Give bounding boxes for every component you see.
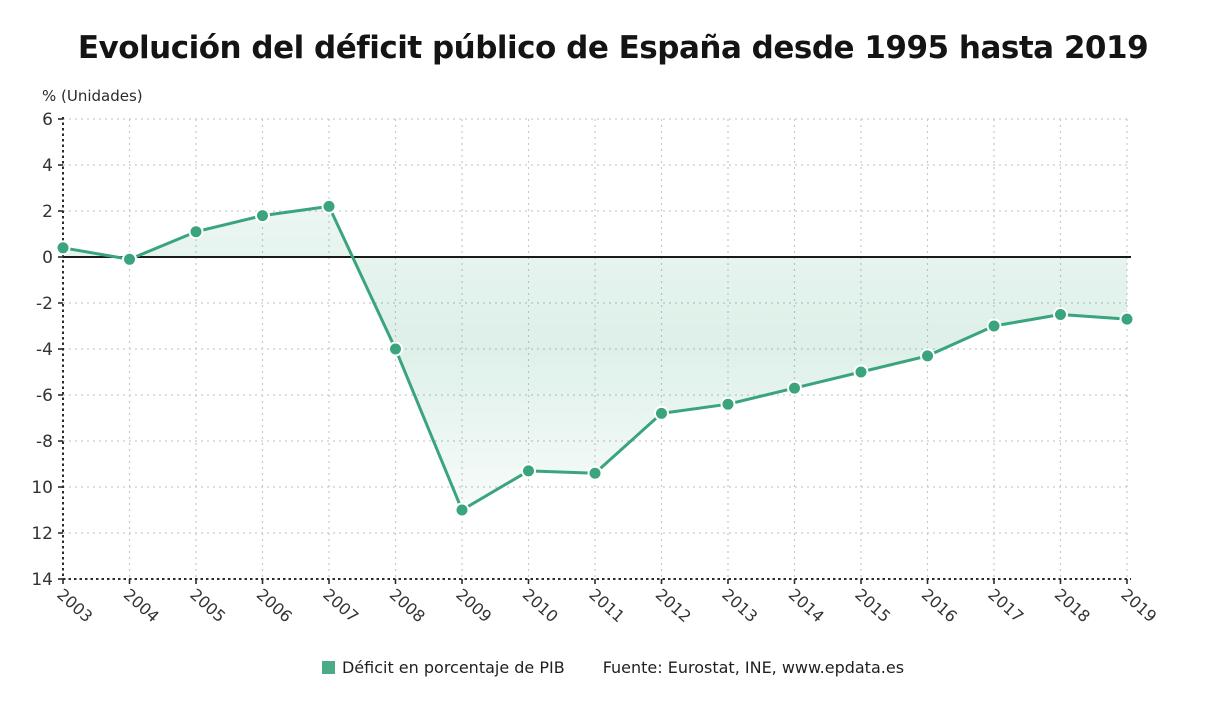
- x-tick-label: 2008: [386, 585, 429, 626]
- legend: Déficit en porcentaje de PIB Fuente: Eur…: [0, 658, 1226, 677]
- y-tick-label: 12: [31, 524, 53, 544]
- x-tick-label: 2004: [120, 585, 163, 626]
- data-point-2014: [787, 380, 802, 396]
- x-tick-label: 2014: [785, 585, 828, 626]
- x-tick-label: 2019: [1117, 585, 1160, 626]
- y-tick-label: 4: [42, 156, 53, 176]
- data-point-2019: [1119, 311, 1135, 327]
- data-point-2008: [388, 341, 403, 357]
- page-title: Evolución del déficit público de España …: [77, 30, 1149, 66]
- y-tick-label: -2: [36, 294, 53, 314]
- x-tick-label: 2013: [718, 585, 761, 626]
- data-point-2016: [920, 348, 935, 364]
- x-tick-label: 2010: [519, 585, 562, 626]
- y-tick-label: -6: [36, 386, 53, 406]
- source-text: Fuente: Eurostat, INE, www.epdata.es: [602, 658, 905, 677]
- data-point-2009: [454, 502, 470, 518]
- x-tick-label: 2006: [253, 585, 296, 626]
- data-point-2017: [986, 318, 1002, 334]
- x-tick-label: 2016: [918, 585, 961, 626]
- x-tick-label: 2018: [1051, 585, 1094, 626]
- y-tick-label: -4: [36, 340, 53, 360]
- y-tick-label: 0: [42, 248, 53, 268]
- data-point-2010: [521, 463, 536, 479]
- x-tick-label: 2017: [984, 585, 1027, 626]
- x-tick-label: 2015: [851, 585, 894, 626]
- data-point-2018: [1053, 307, 1068, 322]
- legend-item-deficit: Déficit en porcentaje de PIB: [321, 658, 565, 677]
- legend-swatch-icon: [321, 661, 335, 674]
- y-tick-label: 14: [31, 570, 53, 590]
- data-point-2015: [853, 364, 869, 380]
- y-tick-label: -8: [36, 432, 53, 452]
- data-point-2012: [654, 405, 669, 421]
- y-tick-label: 2: [42, 202, 53, 222]
- y-tick-label: 6: [42, 110, 53, 130]
- x-tick-label: 2011: [585, 585, 628, 626]
- deficit-area-fill: [63, 206, 1127, 510]
- data-point-2011: [587, 465, 603, 481]
- x-tick-label: 2009: [452, 585, 495, 626]
- x-tick-label: 2012: [652, 585, 695, 626]
- x-tick-label: 2003: [53, 585, 96, 626]
- data-point-2003: [55, 240, 71, 256]
- data-point-2006: [255, 208, 270, 224]
- y-tick-label: 10: [31, 478, 53, 498]
- data-point-2007: [321, 198, 337, 214]
- y-axis-unit-label: % (Unidades): [42, 87, 143, 105]
- data-point-2013: [720, 396, 736, 412]
- data-point-2005: [188, 224, 204, 240]
- legend-series-label: Déficit en porcentaje de PIB: [341, 658, 565, 677]
- x-tick-label: 2005: [186, 585, 229, 626]
- data-point-2004: [122, 251, 137, 267]
- x-tick-label: 2007: [319, 585, 362, 626]
